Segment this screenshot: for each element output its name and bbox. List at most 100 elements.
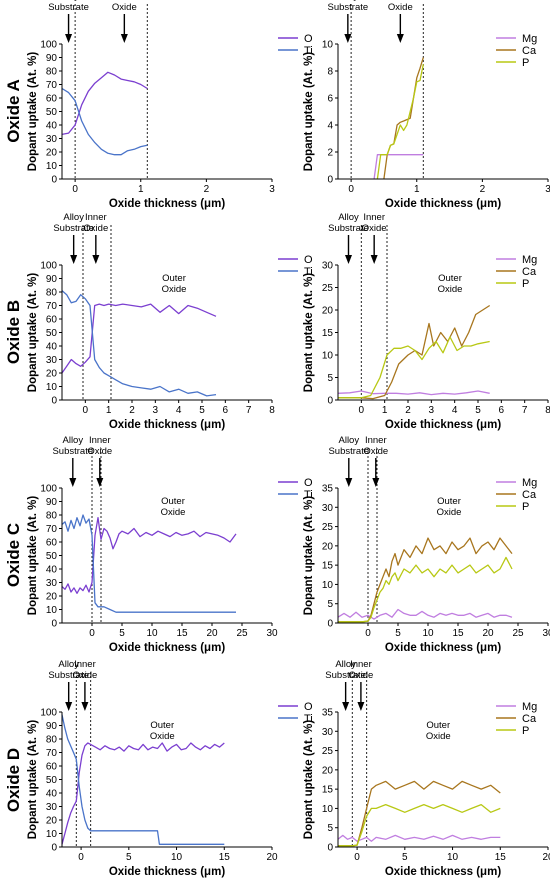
annotation-label: Outer bbox=[150, 720, 174, 731]
x-axis-title: Oxide thickness (μm) bbox=[385, 866, 501, 878]
y-tick-label: 40 bbox=[46, 342, 58, 353]
y-tick-label: 25 bbox=[322, 746, 334, 757]
y-tick-label: 70 bbox=[46, 748, 58, 759]
annotation-arrow-head bbox=[65, 702, 73, 711]
chart-C-right: AlloySubstrateInnerOxideOuterOxide051015… bbox=[303, 435, 550, 654]
y-tick-label: 0 bbox=[51, 619, 57, 630]
x-tick-label: 6 bbox=[499, 405, 505, 416]
annotation-label: Alloy bbox=[58, 0, 79, 2]
y-tick-label: 100 bbox=[40, 40, 57, 51]
y-tick-label: 60 bbox=[46, 538, 58, 549]
legend-label-mg: Mg bbox=[522, 477, 537, 489]
y-tick-label: 10 bbox=[322, 804, 334, 815]
y-tick-label: 80 bbox=[46, 735, 58, 746]
series-line-p bbox=[338, 556, 513, 623]
y-tick-label: 100 bbox=[40, 708, 57, 719]
legend-label-ti: Ti bbox=[304, 266, 313, 278]
x-tick-label: 2 bbox=[204, 184, 210, 195]
y-tick-label: 10 bbox=[322, 351, 334, 362]
annotation-arrow-head bbox=[345, 478, 353, 487]
y-tick-label: 50 bbox=[46, 328, 58, 339]
legend-label-p: P bbox=[522, 501, 529, 513]
x-tick-label: 10 bbox=[422, 628, 434, 639]
y-tick-label: 80 bbox=[46, 288, 58, 299]
annotation-label: Oxide bbox=[161, 507, 186, 518]
y-tick-label: 35 bbox=[322, 484, 334, 495]
x-tick-label: 3 bbox=[153, 405, 159, 416]
legend-label-ti: Ti bbox=[304, 45, 313, 57]
x-tick-label: 30 bbox=[266, 628, 278, 639]
annotation-arrow-head bbox=[96, 478, 104, 487]
y-tick-label: 90 bbox=[46, 497, 58, 508]
y-tick-label: 20 bbox=[322, 765, 334, 776]
y-tick-label: 30 bbox=[46, 578, 58, 589]
series-line-mg bbox=[337, 390, 490, 396]
annotation-label: Oxide bbox=[438, 284, 463, 295]
y-tick-label: 50 bbox=[46, 551, 58, 562]
y-tick-label: 5 bbox=[327, 599, 333, 610]
annotation-label: Substrate bbox=[48, 670, 89, 681]
x-tick-label: 0 bbox=[365, 628, 371, 639]
series-line-ca bbox=[338, 537, 513, 623]
y-tick-label: 20 bbox=[46, 148, 58, 159]
series-line-ti bbox=[61, 514, 236, 613]
y-tick-label: 90 bbox=[46, 274, 58, 285]
x-tick-label: 1 bbox=[138, 184, 144, 195]
annotation-arrow-head bbox=[372, 478, 380, 487]
annotation-label: Alloy bbox=[339, 435, 360, 446]
annotation-arrow-head bbox=[69, 478, 77, 487]
annotation-arrow-head bbox=[370, 255, 378, 264]
x-tick-label: 2 bbox=[480, 184, 486, 195]
x-tick-label: 0 bbox=[359, 405, 365, 416]
row-label-oxide-d: Oxide D bbox=[4, 748, 23, 812]
y-tick-label: 0 bbox=[51, 175, 57, 186]
annotation-arrow-head bbox=[342, 702, 350, 711]
x-tick-label: 3 bbox=[429, 405, 435, 416]
series-line-p bbox=[338, 803, 501, 847]
x-axis-title: Oxide thickness (μm) bbox=[109, 866, 225, 878]
y-tick-label: 90 bbox=[46, 53, 58, 64]
series-line-p bbox=[376, 64, 424, 180]
annotation-label: Outer bbox=[161, 496, 185, 507]
series-line-o bbox=[61, 517, 237, 594]
legend-label-ca: Ca bbox=[522, 713, 537, 725]
series-line-ca bbox=[338, 780, 501, 847]
row-label-oxide-c: Oxide C bbox=[4, 523, 23, 587]
x-tick-label: 0 bbox=[78, 852, 84, 863]
y-tick-label: 35 bbox=[322, 708, 334, 719]
y-tick-label: 30 bbox=[322, 261, 334, 272]
annotation-label: Outer bbox=[437, 496, 461, 507]
y-tick-label: 0 bbox=[327, 175, 333, 186]
annotation-label: Inner bbox=[363, 212, 385, 223]
legend-label-ca: Ca bbox=[522, 489, 537, 501]
x-tick-label: 5 bbox=[119, 628, 125, 639]
legend-label-p: P bbox=[522, 278, 529, 290]
chart-D-right: AlloySubstrateInnerOxideOuterOxide051015… bbox=[303, 659, 550, 878]
y-tick-label: 50 bbox=[46, 107, 58, 118]
x-tick-label: 30 bbox=[542, 628, 550, 639]
y-tick-label: 80 bbox=[46, 511, 58, 522]
annotation-arrow-head bbox=[120, 34, 128, 43]
y-tick-label: 15 bbox=[322, 561, 334, 572]
annotation-label: Substrate bbox=[48, 2, 89, 13]
series-line-mg bbox=[373, 154, 424, 180]
annotation-label: Substrate bbox=[328, 446, 369, 457]
x-tick-label: 1 bbox=[382, 405, 388, 416]
y-tick-label: 15 bbox=[322, 328, 334, 339]
annotation-label: Substrate bbox=[52, 446, 93, 457]
annotation-arrow-head bbox=[345, 255, 352, 264]
y-tick-label: 20 bbox=[322, 541, 334, 552]
annotation-label: Oxide bbox=[348, 670, 373, 681]
annotation-label: Substrate bbox=[53, 223, 94, 234]
y-tick-label: 25 bbox=[322, 522, 334, 533]
legend-label-o: O bbox=[304, 477, 313, 489]
y-axis-title: Dopant uptake (At. %) bbox=[27, 720, 39, 840]
y-tick-label: 10 bbox=[322, 40, 334, 51]
annotation-label: Oxide bbox=[150, 731, 175, 742]
annotation-arrow-head bbox=[396, 34, 404, 43]
x-tick-label: 10 bbox=[171, 852, 183, 863]
x-tick-label: 5 bbox=[395, 628, 401, 639]
y-axis-title: Dopant uptake (At. %) bbox=[303, 720, 315, 840]
y-axis-title: Dopant uptake (At. %) bbox=[27, 496, 39, 616]
